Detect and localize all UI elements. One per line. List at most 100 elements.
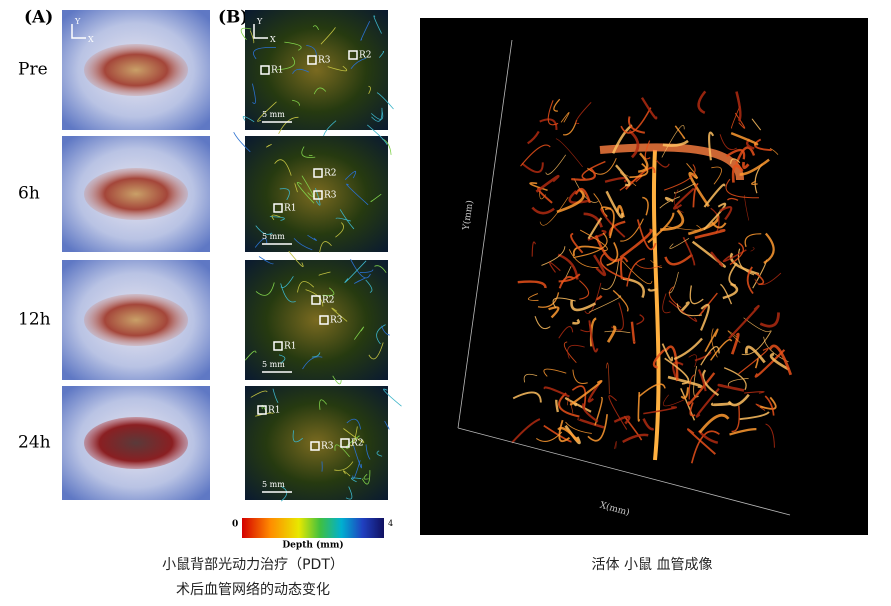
vessel <box>746 266 754 295</box>
pa-vessel <box>258 256 274 265</box>
pa-vessel <box>284 41 302 51</box>
vessel-render <box>511 90 793 464</box>
roi-label: R2 <box>324 169 337 179</box>
vessel <box>662 139 689 147</box>
pa-vessel <box>249 30 255 44</box>
vessel <box>636 219 657 250</box>
vessel <box>564 424 581 445</box>
axis-glyph <box>253 24 268 39</box>
roi-box <box>340 438 350 448</box>
vessel <box>693 365 699 398</box>
vessel <box>556 188 585 214</box>
roi-label: R3 <box>324 191 337 201</box>
vessel <box>739 411 770 421</box>
pa-vessel <box>301 175 314 198</box>
vessel <box>729 428 757 436</box>
pa-vessel <box>280 486 288 502</box>
vessel <box>661 125 685 158</box>
pa-vessel <box>292 68 309 74</box>
vessel <box>588 320 599 353</box>
vessel <box>729 242 744 266</box>
vessel <box>535 174 560 193</box>
vessel <box>543 368 567 377</box>
vessel <box>744 391 765 394</box>
vessel <box>558 419 571 443</box>
vessel <box>557 426 580 443</box>
vessel <box>668 271 679 294</box>
vessel <box>725 178 759 199</box>
vessel <box>612 289 629 312</box>
vessel <box>727 330 741 343</box>
vessel <box>659 196 681 209</box>
caption: 小鼠背部光动力治疗（PDT） <box>162 557 344 573</box>
caption: 活体 小鼠 血管成像 <box>592 557 713 573</box>
axis-y: Y <box>256 17 263 26</box>
vessel <box>729 158 741 164</box>
vessel <box>699 303 710 331</box>
vessel <box>571 167 596 181</box>
vessel <box>620 218 644 242</box>
pa-vessel <box>315 188 321 206</box>
pa-vessel <box>345 486 353 500</box>
vessel <box>570 299 597 312</box>
vessel <box>511 418 541 444</box>
vessel <box>613 415 631 425</box>
vessel <box>563 341 577 363</box>
vessel <box>587 229 607 241</box>
pa-vessel <box>351 477 362 483</box>
vessel <box>604 207 615 239</box>
vessel <box>673 337 703 361</box>
pa-vessel <box>342 470 351 477</box>
vessel <box>738 348 769 375</box>
vessel <box>689 285 704 305</box>
pa-vessel <box>276 56 296 71</box>
pa-vessel <box>319 241 332 253</box>
vessel <box>622 433 649 444</box>
vessel <box>589 317 597 347</box>
vessel <box>723 367 747 391</box>
vessel <box>640 97 658 120</box>
roi-label: R1 <box>284 342 297 352</box>
vessel <box>697 369 707 392</box>
roi-box <box>310 441 320 451</box>
pa-vessel <box>280 283 296 303</box>
pa-vessel <box>354 326 365 340</box>
pa-vessel <box>307 234 317 241</box>
vessel <box>567 344 585 359</box>
pa-vessel <box>240 27 252 41</box>
vessel <box>763 232 775 264</box>
pa-vessel <box>373 15 382 34</box>
vessel <box>711 328 718 358</box>
pa-vessel <box>346 183 369 206</box>
pa-vessel <box>384 420 390 430</box>
vessel <box>541 246 566 266</box>
pa-vessel <box>335 217 351 222</box>
vessel <box>579 280 590 300</box>
roi-label: R1 <box>284 204 297 214</box>
pa-vessel <box>318 271 331 276</box>
roi-box <box>273 203 283 213</box>
vessel <box>560 112 570 123</box>
pa-vessel <box>311 352 321 358</box>
pa-vessel <box>346 418 362 430</box>
roi-box <box>307 55 317 65</box>
pa-vessel <box>365 279 373 293</box>
vessel <box>668 286 682 309</box>
vessel <box>701 369 720 397</box>
pa-vessel <box>257 101 277 122</box>
vessel <box>663 394 686 407</box>
axis-x: X <box>270 35 276 44</box>
axis-x: X <box>88 35 94 44</box>
vessel <box>710 251 724 267</box>
vessel <box>517 280 547 289</box>
vessel <box>759 312 780 328</box>
scale-label: 5 mm <box>262 360 285 369</box>
pa-vessel <box>352 444 362 469</box>
vessel <box>584 282 602 314</box>
pa-vessel <box>272 388 279 404</box>
vessel <box>642 418 655 431</box>
panel-label: (B) <box>218 8 248 28</box>
vessel <box>667 375 703 388</box>
pa-vessel <box>345 435 360 449</box>
vessel <box>730 132 759 146</box>
